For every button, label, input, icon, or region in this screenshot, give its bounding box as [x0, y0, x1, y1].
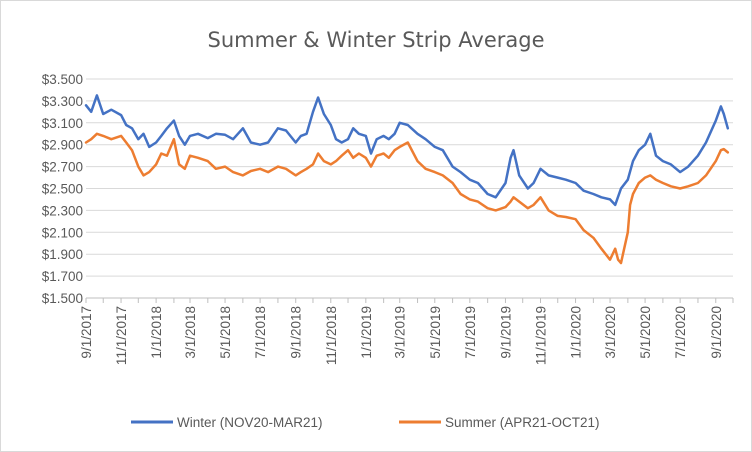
x-tick-label: 3/1/2018: [183, 306, 198, 359]
x-tick-label: 5/1/2019: [428, 306, 443, 359]
y-tick-label: $1.700: [42, 269, 83, 284]
y-tick-label: $2.500: [42, 182, 83, 197]
chart-title: Summer & Winter Strip Average: [207, 28, 544, 52]
x-tick-label: 9/1/2018: [289, 306, 304, 359]
x-tick-label: 11/1/2017: [114, 306, 129, 365]
y-tick-label: $2.900: [42, 138, 83, 153]
gridlines: [86, 78, 733, 277]
x-tick-label: 9/1/2020: [709, 306, 724, 359]
x-tick-label: 1/1/2020: [569, 306, 584, 359]
x-tick-label: 7/1/2018: [253, 306, 268, 359]
legend-label: Summer (APR21-OCT21): [445, 415, 600, 430]
series-line-winter: [84, 94, 730, 207]
legend-label: Winter (NOV20-MAR21): [177, 415, 323, 430]
x-axis: 9/1/2017 11/1/2017 1/1/2018 3/1/2018 5/1/201…: [79, 297, 734, 365]
x-tick-label: 11/1/2018: [324, 306, 339, 365]
legend: Winter (NOV20-MAR21) Summer (APR21-OCT21): [131, 415, 600, 430]
x-tick-label: 3/1/2019: [393, 306, 408, 359]
y-tick-label: $1.500: [42, 291, 83, 306]
x-tick-label: 1/1/2019: [359, 306, 374, 359]
x-tick-label: 9/1/2017: [79, 306, 94, 359]
x-tick-label: 3/1/2020: [603, 306, 618, 359]
x-tick-label: 5/1/2018: [218, 306, 233, 359]
x-tick-label: 5/1/2020: [638, 306, 653, 359]
y-tick-label: $2.300: [42, 203, 83, 218]
series-lines: [84, 94, 730, 265]
y-tick-label: $1.900: [42, 247, 83, 262]
series-line-summer: [84, 132, 730, 265]
x-tick-label: 11/1/2019: [534, 306, 549, 365]
y-tick-label: $2.100: [42, 225, 83, 240]
y-tick-label: $2.700: [42, 160, 83, 175]
x-tick-label: 9/1/2019: [498, 306, 513, 359]
x-tick-label: 1/1/2018: [149, 306, 164, 359]
y-axis: $1.500 $1.700 $1.900 $2.100 $2.300 $2.500 $2.7…: [42, 72, 83, 306]
y-tick-label: $3.100: [42, 116, 83, 131]
y-tick-label: $3.500: [42, 72, 83, 87]
x-tick-label: 7/1/2019: [463, 306, 478, 359]
y-tick-label: $3.300: [42, 94, 83, 109]
x-tick-label: 7/1/2020: [673, 306, 688, 359]
